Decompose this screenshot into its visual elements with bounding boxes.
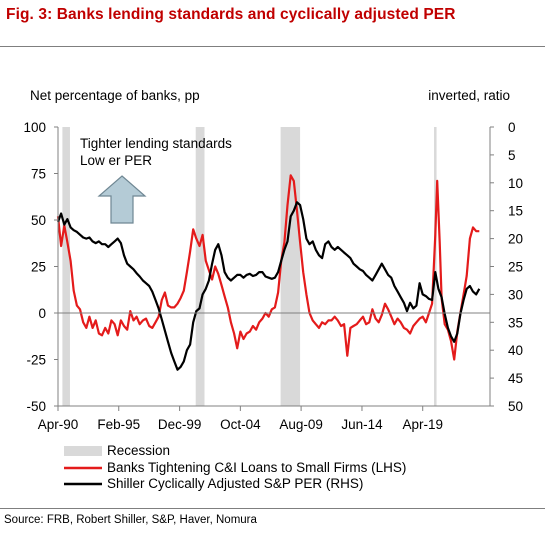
- right-tick-label: 5: [508, 148, 516, 163]
- annotation-line-1: Tighter lending standards: [80, 136, 232, 151]
- x-tick-label: Apr-90: [38, 417, 79, 432]
- x-tick-label: Jun-14: [341, 417, 383, 432]
- right-axis-label: inverted, ratio: [428, 88, 510, 103]
- source-divider: [0, 508, 545, 509]
- left-tick-label: -25: [26, 353, 46, 368]
- recession-band-0: [62, 127, 70, 406]
- source-note: Source: FRB, Robert Shiller, S&P, Haver,…: [4, 514, 257, 526]
- legend-label-recession: Recession: [107, 443, 170, 458]
- right-tick-label: 25: [508, 260, 523, 275]
- axes: 100 75 50 25 0 -25 -50 0 5 10 15 20 25 30 35 40 45 50 Apr-…: [23, 120, 523, 432]
- recession-band-1: [195, 127, 205, 406]
- right-tick-label: 15: [508, 204, 523, 219]
- figure-title: Fig. 3: Banks lending standards and cycl…: [6, 6, 456, 23]
- annotation-line-2: Low er PER: [80, 153, 152, 168]
- x-tick-label: Apr-19: [402, 417, 443, 432]
- right-tick-label: 40: [508, 343, 523, 358]
- left-tick-label: -50: [26, 399, 46, 414]
- right-tick-label: 35: [508, 315, 523, 330]
- recession-band-3: [434, 127, 437, 406]
- annotation: Tighter lending standards Low er PER: [80, 136, 232, 224]
- x-tick-label: Feb-95: [97, 417, 140, 432]
- x-tick-label: Dec-99: [158, 417, 202, 432]
- recession-band-2: [280, 127, 301, 406]
- shiller-per-line: [56, 201, 481, 371]
- right-tick-label: 0: [508, 120, 516, 135]
- x-tick-label: Aug-09: [279, 417, 323, 432]
- legend-label-lending: Banks Tightening C&I Loans to Small Firm…: [107, 460, 406, 475]
- right-tick-label: 10: [508, 176, 523, 191]
- legend-swatch-recession: [64, 446, 102, 456]
- left-tick-label: 75: [31, 167, 46, 182]
- title-divider: [0, 46, 545, 47]
- dual-axis-line-chart: Net percentage of banks, pp inverted, ra…: [23, 88, 523, 491]
- right-tick-label: 30: [508, 287, 523, 302]
- left-axis-label: Net percentage of banks, pp: [30, 88, 200, 103]
- right-tick-label: 45: [508, 371, 523, 386]
- right-tick-label: 20: [508, 232, 523, 247]
- legend: Recession Banks Tightening C&I Loans to …: [64, 443, 406, 491]
- left-tick-label: 0: [38, 306, 46, 321]
- up-arrow-icon: [97, 175, 147, 224]
- legend-label-per: Shiller Cyclically Adjusted S&P PER (RHS…: [107, 476, 363, 491]
- right-tick-label: 50: [508, 399, 523, 414]
- left-tick-label: 25: [31, 260, 46, 275]
- left-tick-label: 100: [23, 120, 46, 135]
- left-tick-label: 50: [31, 213, 46, 228]
- x-tick-label: Oct-04: [220, 417, 261, 432]
